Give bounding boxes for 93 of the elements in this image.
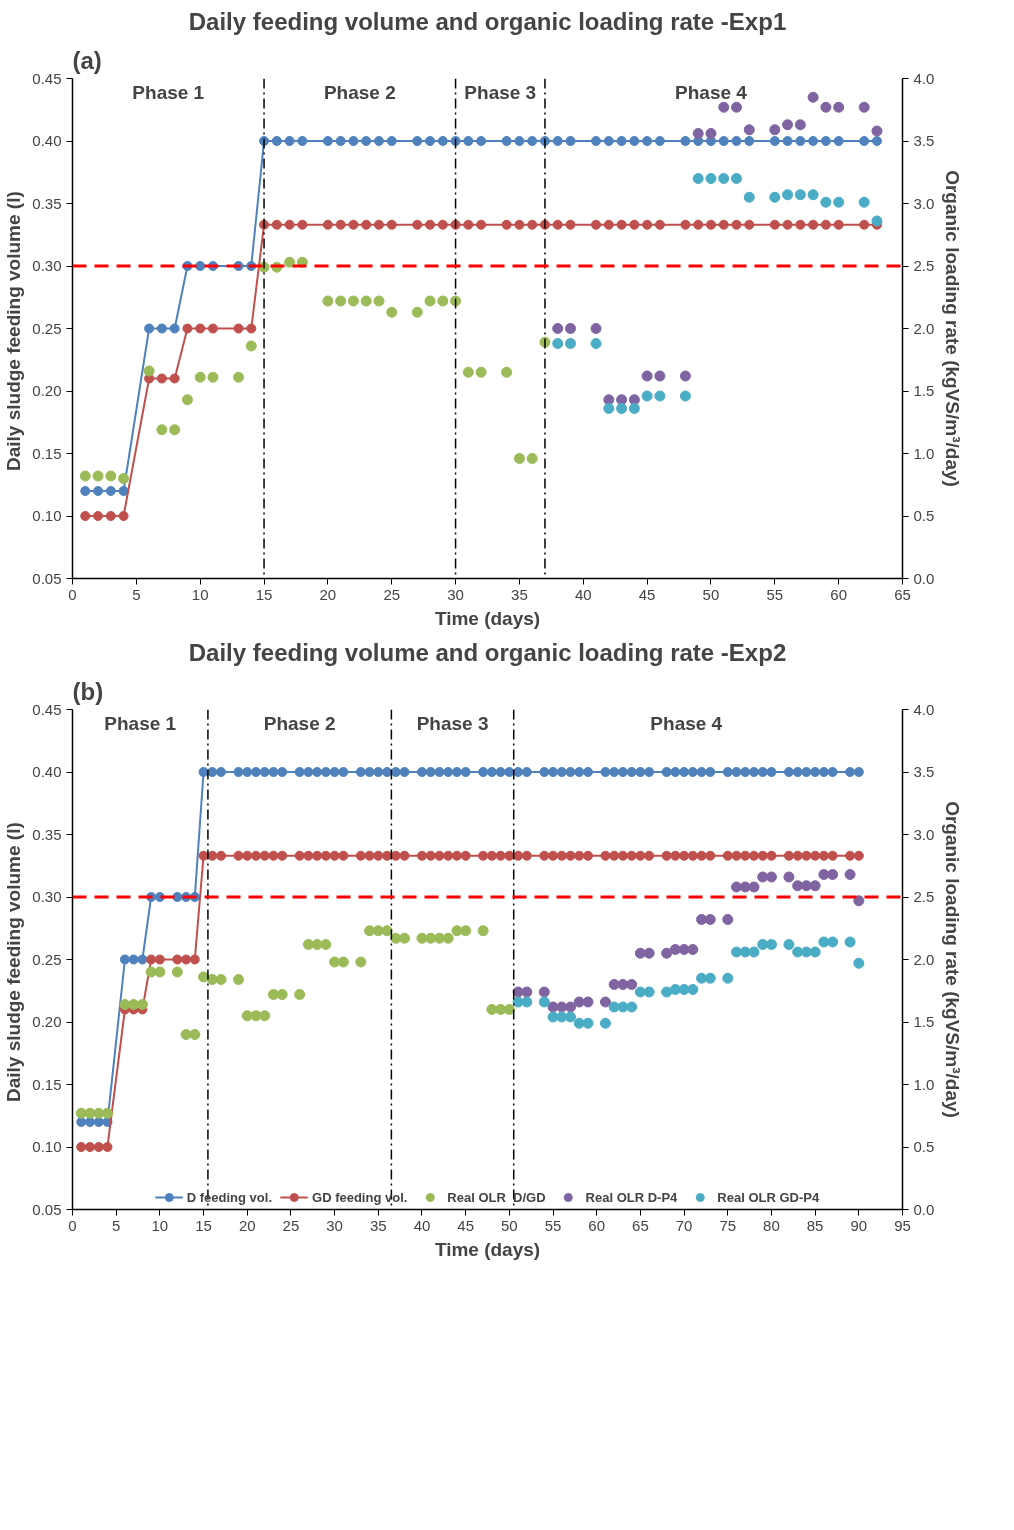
y2-tick-label: 2.0 [913, 319, 935, 337]
x-tick-label: 5 [132, 585, 141, 603]
x-tick-label: 70 [675, 1216, 693, 1234]
x-tick-label: 90 [850, 1216, 868, 1234]
y2-axis-title: Organic loading rate (kgVS/m³/day) [942, 170, 964, 487]
x-tick-label: 60 [588, 1216, 606, 1234]
x-tick-label: 20 [238, 1216, 256, 1234]
chart-title: Daily feeding volume and organic loading rate -Exp2 [188, 638, 787, 666]
x-tick-label: 40 [574, 585, 592, 603]
y-tick-label: 0.40 [32, 132, 62, 149]
y2-tick-label: 1.5 [913, 382, 935, 399]
x-tick-label: 65 [632, 1216, 649, 1234]
text: (b) [72, 677, 104, 705]
x-tick-label: 85 [806, 1216, 824, 1234]
y-tick-label: 0.45 [32, 700, 62, 718]
annotation: Phase 4 [675, 82, 748, 103]
y2-tick-label: 0.0 [913, 1200, 935, 1218]
x-tick-label: 30 [326, 1216, 343, 1234]
y2-tick-label: 1.5 [913, 1013, 935, 1030]
x-tick-label: 75 [719, 1216, 737, 1234]
legend-label: D feeding vol. [186, 1189, 273, 1205]
y-tick-label: 0.15 [32, 1075, 62, 1093]
annotation: Phase 4 [650, 713, 723, 734]
x-tick-label: 0 [68, 1216, 77, 1234]
y2-tick-label: 3.0 [913, 825, 935, 843]
y2-axis-title: Organic loading rate (kgVS/m³/day) [942, 801, 964, 1118]
x-tick-label: 55 [544, 1216, 562, 1234]
y-tick-label: 0.10 [32, 1138, 62, 1155]
x-tick-label: 25 [383, 585, 401, 603]
y-tick-label: 0.45 [32, 69, 62, 87]
x-tick-label: 25 [282, 1216, 300, 1234]
x-tick-label: 95 [894, 1216, 911, 1234]
x-tick-label: 5 [112, 1216, 121, 1234]
x-tick-label: 30 [447, 585, 464, 603]
legend-label: Real OLR D-P4 [585, 1189, 678, 1205]
y-axis-title: Daily sludge feeding volume (l) [3, 191, 25, 472]
annotation: Phase 2 [323, 82, 396, 103]
y-tick-label: 0.15 [32, 444, 62, 462]
y2-tick-label: 3.0 [913, 194, 935, 212]
y-tick-label: 0.40 [32, 763, 62, 780]
y2-tick-label: 4.0 [913, 700, 935, 718]
y2-tick-label: 1.0 [913, 1075, 935, 1093]
x-axis-title: Time (days) [434, 1238, 541, 1260]
y-tick-label: 0.30 [32, 257, 62, 274]
x-tick-label: 20 [319, 585, 337, 603]
x-tick-label: 50 [702, 585, 720, 603]
x-tick-label: 35 [511, 585, 528, 603]
x-tick-label: 10 [151, 1216, 169, 1234]
legend-label: Real OLR GD-P4 [717, 1189, 820, 1205]
y2-tick-label: 0.5 [913, 1138, 935, 1155]
y-tick-label: 0.20 [32, 382, 62, 399]
annotation: Phase 1 [104, 713, 177, 734]
y-tick-label: 0.10 [32, 507, 62, 524]
x-tick-label: 80 [763, 1216, 780, 1234]
y2-tick-label: 3.5 [913, 763, 935, 780]
chart-title: Daily feeding volume and organic loading rate -Exp1 [188, 7, 787, 35]
y-tick-label: 0.20 [32, 1013, 62, 1030]
y2-tick-label: 0.5 [913, 507, 935, 524]
legend-label: Real OLR D/GD [447, 1189, 546, 1205]
y-axis-title: Daily sludge feeding volume (l) [3, 822, 25, 1103]
x-tick-label: 60 [830, 585, 847, 603]
y-tick-label: 0.35 [32, 194, 62, 212]
y2-tick-label: 2.0 [913, 950, 935, 968]
y2-tick-label: 3.5 [913, 132, 935, 149]
y-tick-label: 0.30 [32, 888, 62, 905]
x-tick-label: 45 [457, 1216, 474, 1234]
text: (a) [72, 46, 102, 74]
y2-tick-label: 2.5 [913, 257, 935, 274]
x-tick-label: 35 [369, 1216, 387, 1234]
y-tick-label: 0.25 [32, 319, 62, 337]
x-tick-label: 15 [195, 1216, 212, 1234]
x-tick-label: 65 [894, 585, 911, 603]
y2-tick-label: 2.5 [913, 888, 935, 905]
x-tick-label: 10 [191, 585, 209, 603]
y-tick-label: 0.05 [32, 1200, 62, 1218]
x-tick-label: 15 [255, 585, 273, 603]
annotation: Phase 3 [416, 713, 489, 734]
x-tick-label: 55 [766, 585, 784, 603]
x-axis-title: Time (days) [434, 607, 541, 629]
x-tick-label: 40 [413, 1216, 431, 1234]
y2-tick-label: 0.0 [913, 569, 935, 587]
x-tick-label: 45 [638, 585, 656, 603]
annotation: Phase 3 [464, 82, 537, 103]
y-tick-label: 0.05 [32, 569, 62, 587]
legend-label: GD feeding vol. [312, 1189, 408, 1205]
y2-tick-label: 1.0 [913, 444, 935, 462]
annotation: Phase 2 [263, 713, 336, 734]
x-tick-label: 50 [501, 1216, 518, 1234]
x-tick-label: 0 [68, 585, 77, 603]
y2-tick-label: 4.0 [913, 69, 935, 87]
y-tick-label: 0.25 [32, 950, 62, 968]
y-tick-label: 0.35 [32, 825, 62, 843]
annotation: Phase 1 [132, 82, 205, 103]
